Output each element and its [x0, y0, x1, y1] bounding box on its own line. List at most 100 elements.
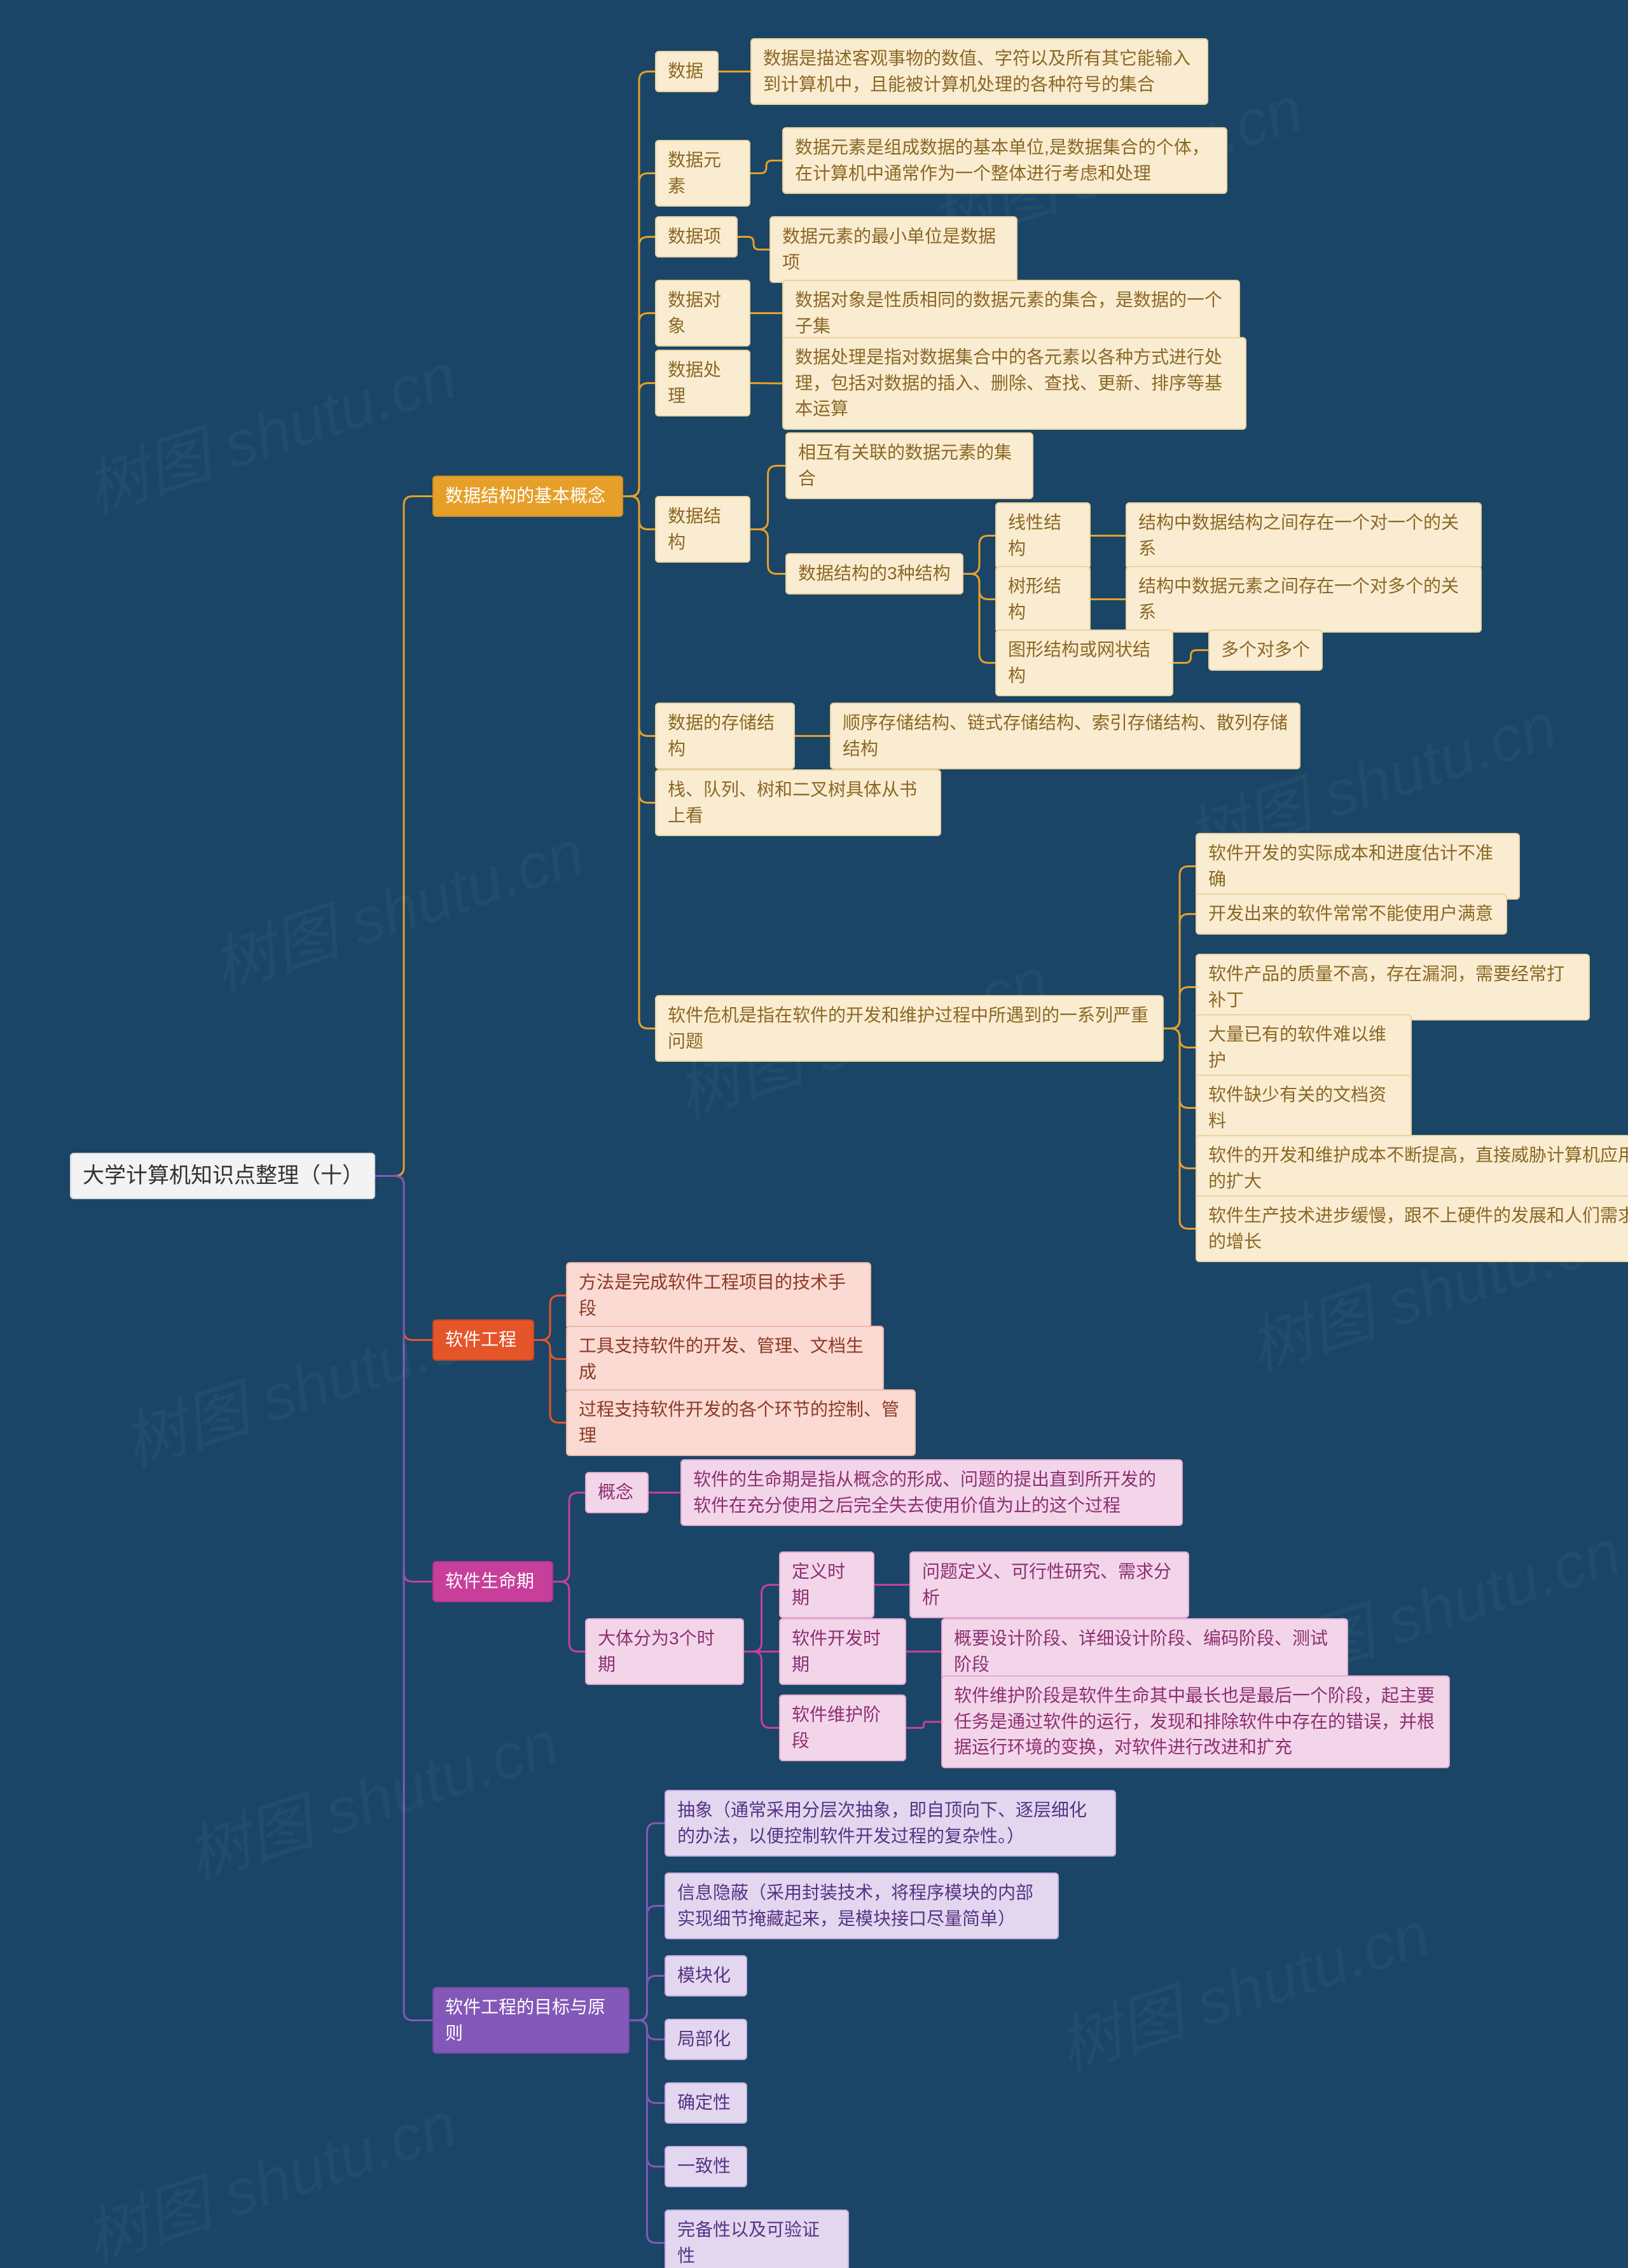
watermark: 树图 shutu.cn [173, 1691, 568, 1898]
node-b1a1: 数据是描述客观事物的数值、字符以及所有其它能输入到计算机中，且能被计算机处理的各… [750, 38, 1208, 105]
node-b3: 软件生命期 [432, 1561, 553, 1602]
connector [963, 574, 995, 600]
connector [375, 1176, 432, 1340]
node-b1i6: 软件的开发和维护成本不断提高，直接威胁计算机应用的扩大 [1196, 1135, 1628, 1202]
watermark: 树图 shutu.cn [71, 324, 466, 531]
node-b3b1a: 问题定义、可行性研究、需求分析 [909, 1551, 1189, 1618]
connector [375, 497, 432, 1176]
connector [623, 497, 655, 803]
node-b1i1: 软件开发的实际成本和进度估计不准确 [1196, 833, 1520, 900]
connector [1164, 1029, 1196, 1048]
connector [375, 1176, 432, 1582]
connector [534, 1340, 566, 1359]
node-b4b: 信息隐蔽（采用封装技术，将程序模块的内部实现细节掩藏起来，是模块接口尽量简单） [665, 1873, 1059, 1939]
node-b1b: 数据元素 [655, 140, 750, 207]
connector [1164, 1029, 1196, 1169]
connector [630, 2021, 665, 2243]
node-b1i7: 软件生产技术进步缓慢，跟不上硬件的发展和人们需求的增长 [1196, 1195, 1628, 1262]
node-b3b: 大体分为3个时期 [585, 1618, 744, 1685]
node-b1i: 软件危机是指在软件的开发和维护过程中所遇到的一系列严重问题 [655, 995, 1164, 1062]
connector [623, 497, 655, 1029]
connector [906, 1722, 941, 1728]
connector [750, 530, 785, 574]
node-root: 大学计算机知识点整理（十） [70, 1153, 375, 1199]
node-b2: 软件工程 [432, 1319, 534, 1361]
connector [553, 1493, 585, 1582]
node-b1i3: 软件产品的质量不高，存在漏洞，需要经常打补丁 [1196, 954, 1590, 1021]
node-b2b: 工具支持软件的开发、管理、文档生成 [566, 1326, 884, 1392]
connector [623, 72, 655, 497]
node-b1a: 数据 [655, 51, 719, 92]
watermark: 树图 shutu.cn [198, 801, 593, 1008]
node-b1f2c1: 多个对多个 [1208, 629, 1323, 671]
connector [534, 1340, 566, 1423]
node-b4c: 模块化 [665, 1955, 747, 1997]
connector [630, 1824, 665, 2021]
watermark: 树图 shutu.cn [109, 1278, 504, 1485]
connector [630, 1906, 665, 2021]
connector [623, 497, 655, 530]
connector [623, 174, 655, 497]
node-b1f2: 数据结构的3种结构 [785, 553, 963, 594]
node-b1f2b: 树形结构 [995, 566, 1091, 633]
node-b3b3: 软件维护阶段 [779, 1694, 906, 1761]
node-b1i5: 软件缺少有关的文档资料 [1196, 1075, 1412, 1141]
connector [623, 383, 655, 497]
watermark: 树图 shutu.cn [1044, 1882, 1439, 2089]
node-b3b1: 定义时期 [779, 1551, 874, 1618]
connector [630, 1976, 665, 2021]
watermark: 树图 shutu.cn [71, 2073, 466, 2268]
node-b1c: 数据项 [655, 216, 738, 258]
node-b3a1: 软件的生命期是指从概念的形成、问题的提出直到所开发的软件在充分使用之后完全失去使… [680, 1459, 1183, 1526]
node-b1: 数据结构的基本概念 [432, 476, 623, 517]
node-b1f2a1: 结构中数据结构之间存在一个对一个的关系 [1126, 502, 1482, 569]
connector [744, 1585, 779, 1652]
connector [738, 237, 769, 250]
node-b2c: 过程支持软件开发的各个环节的控制、管理 [566, 1389, 916, 1456]
connector [553, 1582, 585, 1652]
connector [1173, 650, 1208, 663]
node-b1h: 栈、队列、树和二叉树具体从书上看 [655, 769, 941, 836]
node-b4d: 局部化 [665, 2019, 747, 2060]
connector [630, 2021, 665, 2167]
node-b4e: 确定性 [665, 2082, 747, 2124]
connector [963, 574, 995, 663]
node-b1g: 数据的存储结构 [655, 703, 795, 769]
node-b1f: 数据结构 [655, 496, 750, 563]
connector [963, 536, 995, 574]
node-b4: 软件工程的目标与原则 [432, 1987, 630, 2054]
node-b1b1: 数据元素是组成数据的基本单位,是数据集合的个体，在计算机中通常作为一个整体进行考… [782, 127, 1227, 194]
connector [750, 161, 782, 174]
node-b1e1: 数据处理是指对数据集合中的各元素以各种方式进行处理，包括对数据的插入、删除、查找… [782, 337, 1246, 430]
node-b1g1: 顺序存储结构、链式存储结构、索引存储结构、散列存储结构 [830, 703, 1300, 769]
connector [534, 1296, 566, 1340]
node-b3a: 概念 [585, 1472, 649, 1513]
connector [375, 1176, 432, 2021]
connector [750, 466, 785, 530]
node-b3b3a: 软件维护阶段是软件生命其中最长也是最后一个阶段，起主要任务是通过软件的运行，发现… [941, 1675, 1450, 1768]
node-b1i4: 大量已有的软件难以维护 [1196, 1014, 1412, 1081]
connector [744, 1652, 779, 1728]
connector [630, 2021, 665, 2103]
connector [1164, 1029, 1196, 1108]
connector [623, 313, 655, 497]
node-b3b2: 软件开发时期 [779, 1618, 906, 1685]
node-b1f1: 相互有关联的数据元素的集合 [785, 432, 1033, 499]
mindmap-stage: 树图 shutu.cn 树图 shutu.cn 树图 shutu.cn 树图 shut… [0, 0, 1628, 2268]
node-b2a: 方法是完成软件工程项目的技术手段 [566, 1262, 871, 1329]
node-b1e: 数据处理 [655, 350, 750, 416]
connector [623, 237, 655, 497]
node-b4a: 抽象（通常采用分层次抽象，即自顶向下、逐层细化的办法，以便控制软件开发过程的复杂… [665, 1790, 1116, 1857]
node-b1f2c: 图形结构或网状结构 [995, 629, 1173, 696]
connector [1164, 1029, 1196, 1229]
connector [1164, 987, 1196, 1029]
connector [623, 497, 655, 736]
node-b1f2a: 线性结构 [995, 502, 1091, 569]
node-b4f: 一致性 [665, 2146, 747, 2187]
connector [750, 383, 782, 384]
node-b1i2: 开发出来的软件常常不能使用户满意 [1196, 893, 1507, 935]
node-b1f2b1: 结构中数据元素之间存在一个对多个的关系 [1126, 566, 1482, 633]
connector [1164, 914, 1196, 1029]
connector [1164, 867, 1196, 1029]
node-b1d: 数据对象 [655, 280, 750, 347]
